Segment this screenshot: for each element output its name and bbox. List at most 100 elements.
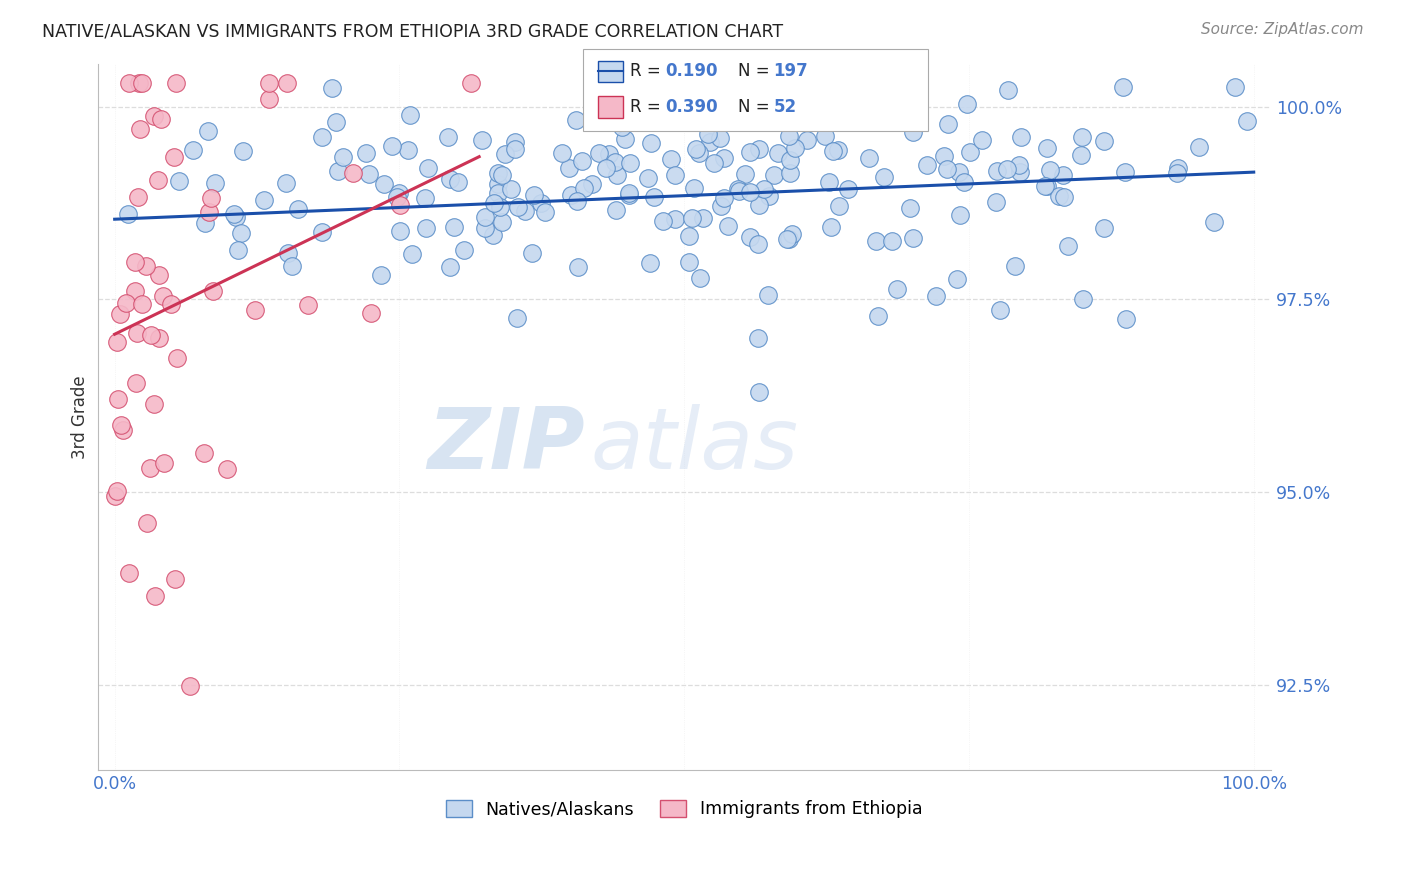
Point: [866, 310, 889, 324]
Point: [780, 227, 803, 242]
Point: [820, 220, 842, 235]
Point: [713, 191, 735, 205]
Point: [257, 76, 280, 90]
Point: [664, 211, 686, 226]
Point: [460, 76, 482, 90]
Point: [311, 130, 333, 145]
Point: [276, 76, 298, 90]
Point: [471, 133, 494, 147]
Point: [357, 167, 380, 181]
Point: [827, 143, 849, 157]
Point: [814, 129, 837, 144]
Point: [689, 270, 711, 285]
Point: [1236, 113, 1258, 128]
Point: [342, 166, 364, 180]
Point: [416, 161, 439, 175]
Point: [571, 154, 593, 169]
Point: [370, 268, 392, 282]
Point: [277, 246, 299, 260]
Point: [436, 130, 458, 145]
Point: [520, 245, 543, 260]
Legend: Natives/Alaskans, Immigrants from Ethiopia: Natives/Alaskans, Immigrants from Ethiop…: [439, 793, 929, 825]
Point: [754, 182, 776, 196]
Point: [385, 190, 408, 204]
Point: [595, 161, 617, 176]
Point: [311, 225, 333, 239]
Point: [598, 147, 620, 161]
Point: [880, 234, 903, 248]
Point: [165, 76, 187, 90]
Point: [605, 154, 627, 169]
Point: [229, 227, 252, 241]
Point: [228, 243, 250, 257]
Point: [136, 516, 159, 530]
Point: [1167, 161, 1189, 175]
Point: [111, 423, 134, 437]
Point: [486, 166, 509, 180]
Point: [638, 256, 661, 270]
Point: [1010, 130, 1032, 145]
Text: Source: ZipAtlas.com: Source: ZipAtlas.com: [1201, 22, 1364, 37]
Point: [1033, 179, 1056, 194]
Point: [1047, 188, 1070, 202]
Point: [661, 152, 683, 166]
Point: [870, 107, 893, 121]
Point: [491, 169, 513, 183]
Point: [388, 186, 411, 200]
Point: [959, 145, 981, 159]
Point: [1004, 259, 1026, 273]
Point: [886, 282, 908, 296]
Point: [619, 186, 641, 200]
Point: [523, 188, 546, 202]
Point: [970, 132, 993, 146]
Point: [447, 175, 470, 189]
Point: [401, 246, 423, 260]
Point: [716, 219, 738, 234]
Point: [179, 679, 201, 693]
Point: [482, 196, 505, 211]
Y-axis label: 3rd Grade: 3rd Grade: [72, 376, 89, 459]
Point: [865, 235, 887, 249]
Point: [837, 182, 859, 196]
Point: [763, 168, 786, 182]
Point: [610, 120, 633, 134]
Point: [738, 145, 761, 160]
Text: atlas: atlas: [591, 404, 799, 487]
Point: [756, 287, 779, 301]
Point: [688, 146, 710, 161]
Point: [758, 189, 780, 203]
Text: 197: 197: [773, 62, 808, 80]
Point: [325, 114, 347, 128]
Point: [501, 182, 523, 196]
Point: [148, 331, 170, 345]
Point: [506, 200, 529, 214]
Point: [107, 392, 129, 407]
Point: [243, 303, 266, 318]
Point: [953, 175, 976, 189]
Point: [804, 101, 827, 115]
Point: [486, 177, 509, 191]
Point: [728, 184, 751, 198]
Point: [124, 254, 146, 268]
Point: [439, 171, 461, 186]
Point: [413, 191, 436, 205]
Point: [572, 181, 595, 195]
Point: [506, 310, 529, 325]
Point: [453, 243, 475, 257]
Point: [1008, 158, 1031, 172]
Point: [747, 331, 769, 345]
Point: [125, 326, 148, 340]
Point: [1056, 238, 1078, 252]
Point: [141, 328, 163, 343]
Point: [166, 351, 188, 365]
Point: [551, 146, 574, 161]
Text: 52: 52: [773, 98, 796, 116]
Point: [181, 143, 204, 157]
Point: [873, 170, 896, 185]
Point: [1052, 169, 1074, 183]
Point: [558, 161, 581, 175]
Text: 0.190: 0.190: [665, 62, 717, 80]
Point: [135, 259, 157, 273]
Point: [160, 297, 183, 311]
Point: [901, 231, 924, 245]
